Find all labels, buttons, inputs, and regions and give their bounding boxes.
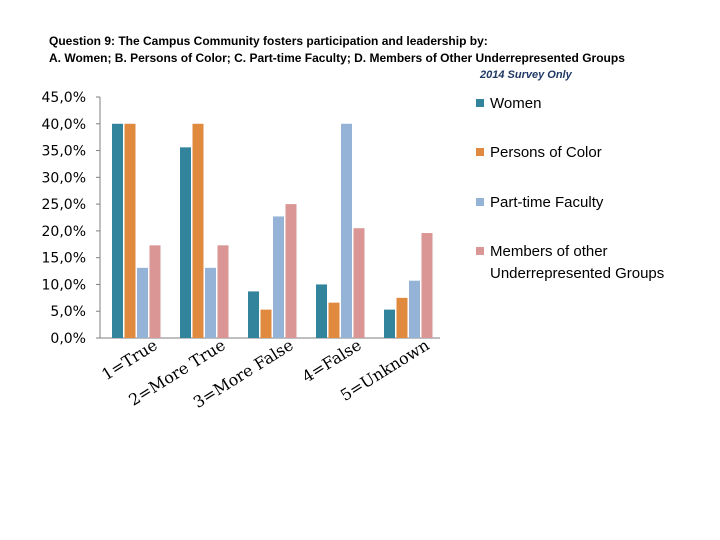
- bar-1-3: [248, 291, 259, 338]
- legend-label: Women: [490, 95, 541, 112]
- bar-4-5: [421, 233, 433, 338]
- legend-swatch: [476, 99, 484, 107]
- y-tick-label: 30,0%: [42, 170, 86, 186]
- bar-4-3: [285, 204, 297, 338]
- bar-2-3: [260, 309, 272, 338]
- bar-2-4: [328, 302, 340, 338]
- bar-2-5: [396, 297, 408, 338]
- bar-1-1: [112, 123, 123, 339]
- y-tick-label: 0,0%: [50, 331, 86, 347]
- legend-swatch: [476, 247, 484, 255]
- bar-2-2: [192, 123, 204, 339]
- bar-1-2: [180, 147, 191, 338]
- legend-swatch: [476, 148, 484, 156]
- y-tick-label: 25,0%: [42, 197, 86, 213]
- legend: Women Persons of Color Part-time Faculty Me…: [476, 95, 664, 282]
- y-tick-label: 45,0%: [42, 90, 86, 106]
- legend-label: Members of other Underrepresented Groups: [490, 243, 664, 282]
- bar-3-5: [409, 280, 420, 338]
- bar-1-5: [384, 309, 395, 338]
- bar-2-1: [124, 123, 136, 339]
- bar-3-3: [273, 216, 284, 338]
- bar-3-1: [137, 267, 148, 338]
- legend-label: Part-time Faculty: [490, 194, 604, 211]
- bar-3-4: [341, 123, 352, 339]
- bar-4-1: [149, 245, 161, 338]
- y-tick-label: 15,0%: [42, 251, 86, 267]
- axis-layer: 0,0% 5,0% 10,0% 15,0% 20,0% 25,0% 30,0% 35,0% 40…: [42, 90, 440, 347]
- y-tick-label: 40,0%: [42, 117, 86, 133]
- bar-4-2: [217, 245, 229, 338]
- bars-layer: [112, 123, 433, 339]
- y-tick-label: 10,0%: [42, 277, 86, 293]
- legend-swatch: [476, 198, 484, 206]
- chart-title-line2: A. Women; B. Persons of Color; C. Part-t…: [49, 51, 625, 65]
- bar-1-4: [316, 284, 327, 338]
- y-tick-label: 35,0%: [42, 144, 86, 160]
- legend-label: Persons of Color: [490, 144, 602, 161]
- y-tick-label: 20,0%: [42, 224, 86, 240]
- bar-3-2: [205, 267, 216, 338]
- chart-title-line1: Question 9: The Campus Community fosters…: [49, 34, 488, 48]
- chart-subtitle: 2014 Survey Only: [480, 69, 572, 81]
- y-tick-label: 5,0%: [50, 304, 86, 320]
- bar-4-4: [353, 228, 365, 338]
